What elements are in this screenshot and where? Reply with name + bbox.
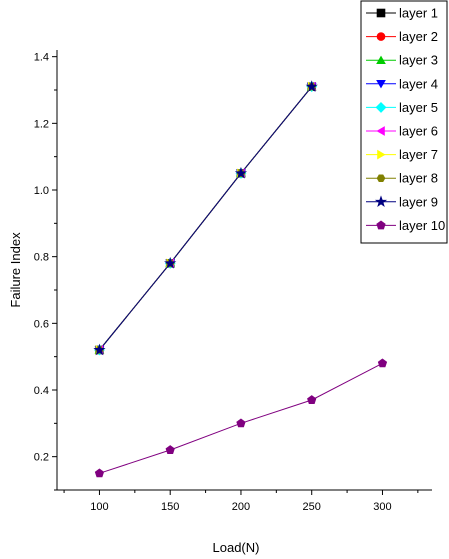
y-tick-label: 1.2: [34, 118, 49, 130]
y-tick-label: 0.2: [34, 452, 49, 464]
data-point-layer-10: [94, 468, 105, 478]
legend-label: layer 6: [399, 124, 438, 139]
legend-item-layer-7: layer 7: [366, 147, 438, 162]
legend-marker: [375, 101, 387, 113]
legend-marker: [376, 174, 386, 182]
legend-label: layer 1: [399, 6, 438, 21]
legend-label: layer 10: [399, 218, 445, 233]
x-tick-label: 250: [303, 501, 321, 513]
y-tick-label: 1.0: [34, 185, 49, 197]
legend-label: layer 4: [399, 76, 438, 91]
x-tick-label: 300: [373, 501, 391, 513]
legend-label: layer 3: [399, 53, 438, 68]
data-point-layer-10: [307, 395, 317, 404]
legend-marker: [376, 220, 386, 230]
legend-marker: [377, 149, 386, 160]
legend-item-layer-5: layer 5: [366, 100, 438, 115]
y-tick-label: 0.4: [34, 385, 49, 397]
data-point-layer-9: [234, 166, 248, 179]
y-tick-label: 1.4: [34, 52, 49, 64]
legend-item-layer-9: layer 9: [366, 194, 438, 209]
x-tick-label: 150: [161, 501, 179, 513]
series-line-layer-10: [99, 362, 383, 474]
legend-marker: [376, 55, 386, 65]
series-line-layer-9: [99, 86, 313, 351]
legend-box: [360, 0, 448, 244]
y-tick-label: 0.6: [34, 318, 49, 330]
legend-item-layer-8: layer 8: [366, 171, 438, 186]
x-axis-title: Load(N): [213, 540, 260, 555]
legend-label: layer 7: [399, 147, 438, 162]
legend-item-layer-6: layer 6: [366, 124, 438, 139]
legend-marker: [376, 32, 386, 41]
series-markers: [93, 80, 388, 478]
legend-label: layer 8: [399, 171, 438, 186]
legend-marker: [376, 8, 386, 18]
y-tick-label: 0.8: [34, 252, 49, 264]
legend-item-layer-10: layer 10: [366, 218, 445, 233]
legend-item-layer-1: layer 1: [366, 6, 438, 21]
legend-label: layer 9: [399, 194, 438, 209]
legend-item-layer-3: layer 3: [366, 53, 438, 68]
data-point-layer-10: [236, 418, 246, 428]
x-tick-label: 100: [90, 501, 108, 513]
legend-item-layer-4: layer 4: [366, 76, 438, 91]
x-tick-label: 200: [232, 501, 250, 513]
legend-label: layer 5: [399, 100, 438, 115]
data-point-layer-10: [165, 445, 175, 454]
legend: layer 1 layer 2 layer 3 layer 4 layer 5 layer…: [360, 0, 448, 244]
data-point-layer-10: [377, 358, 388, 368]
legend-marker: [376, 80, 386, 89]
y-axis-title: Failure Index: [8, 232, 23, 308]
legend-marker: [374, 195, 388, 207]
axis-ticks: 100 150 200 250 300 0.2 0.4 0.6 0.8 1.0 1.2 1.4: [34, 52, 419, 513]
series-lines: [99, 86, 383, 474]
data-point-layer-9: [93, 343, 106, 356]
legend-marker: [376, 126, 385, 136]
legend-item-layer-2: layer 2: [366, 29, 438, 44]
data-point-layer-9: [164, 256, 177, 269]
data-point-layer-9: [305, 80, 318, 92]
legend-label: layer 2: [399, 29, 438, 44]
